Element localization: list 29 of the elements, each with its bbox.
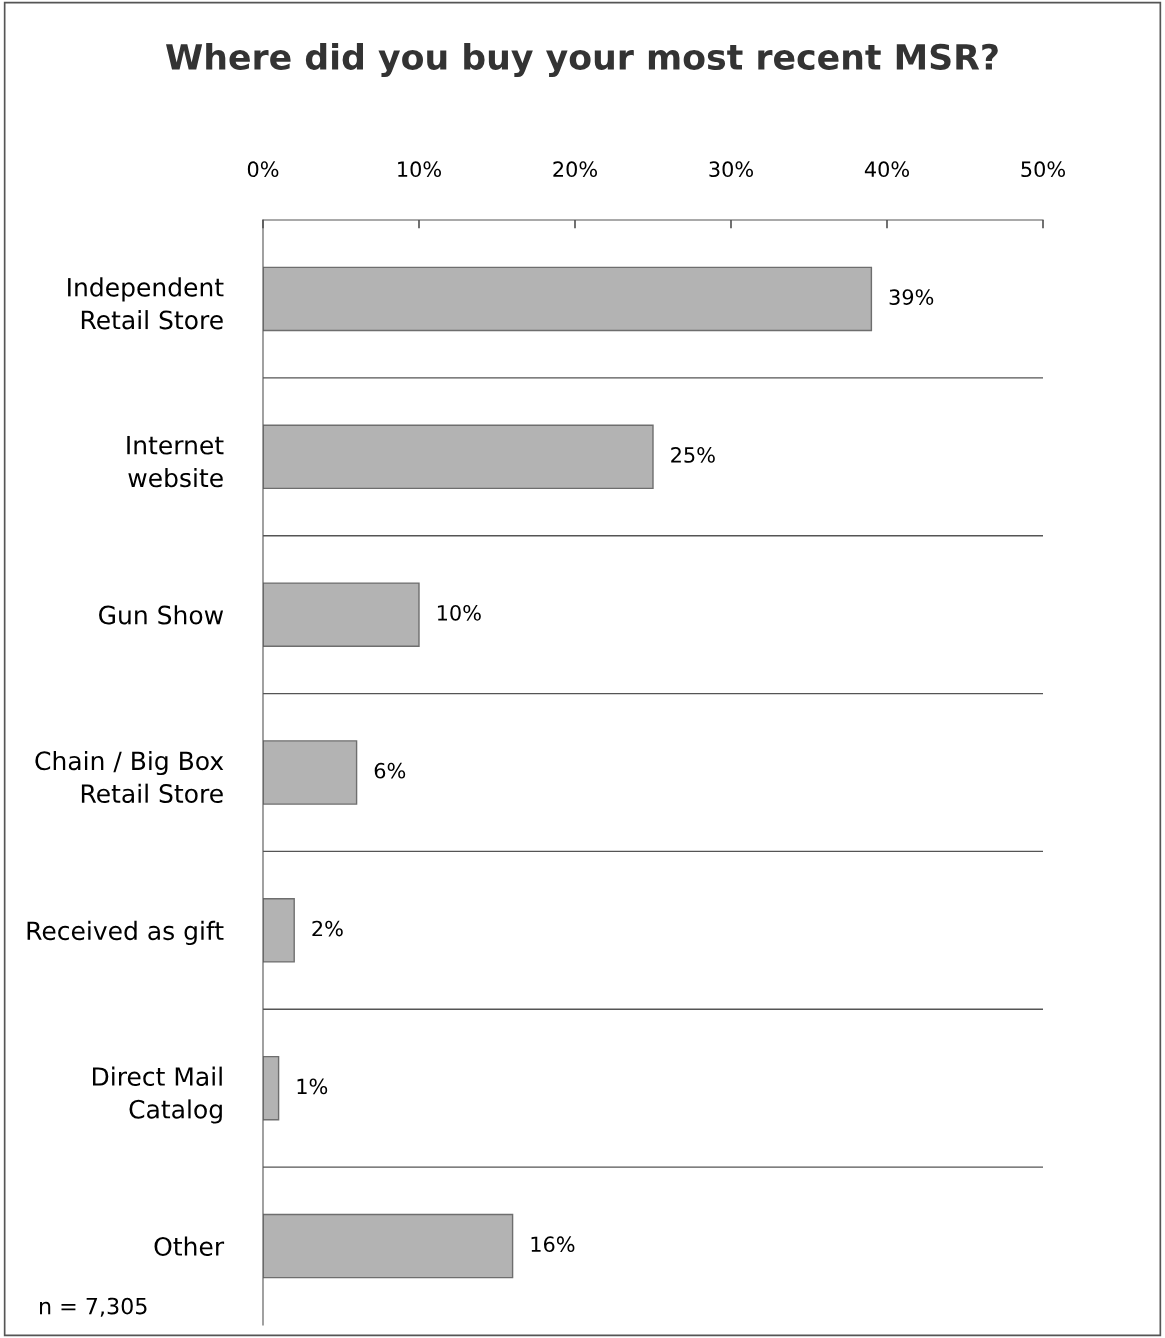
bar	[263, 898, 295, 963]
x-tick-label: 30%	[709, 161, 753, 178]
data-label: 1%	[297, 1078, 328, 1095]
bar	[263, 1055, 280, 1121]
y-tick-label: Independent Retail Store	[68, 277, 224, 330]
x-tick-label: 0%	[247, 161, 279, 178]
data-label: 2%	[312, 920, 343, 937]
bar	[263, 582, 420, 647]
chart-title: Where did you buy your most recent MSR?	[166, 43, 998, 77]
y-tick-label: Received as gift	[27, 920, 224, 946]
y-tick-label: Chain / Big Box Retail Store	[35, 750, 224, 803]
bar	[263, 266, 873, 332]
x-tick-label: 40%	[864, 161, 909, 178]
y-tick-label: Direct Mail Catalog	[93, 1066, 222, 1124]
data-label: 25%	[671, 447, 715, 463]
x-tick-label: 50%	[1021, 161, 1065, 178]
data-label: 39%	[889, 289, 934, 305]
y-tick-label: Other	[154, 1236, 225, 1256]
x-tick-label: 20%	[553, 161, 597, 178]
bar	[263, 1213, 514, 1279]
data-label: 6%	[374, 762, 406, 779]
bar	[263, 424, 654, 490]
bar	[263, 740, 358, 805]
data-label: 10%	[437, 604, 481, 621]
text: n = 7,305	[40, 1297, 147, 1317]
x-tick-label: 10%	[398, 161, 441, 178]
y-tick-label: Gun Show	[99, 605, 224, 625]
y-tick-label: Internet website	[127, 435, 224, 488]
data-label: 16%	[531, 1236, 575, 1253]
